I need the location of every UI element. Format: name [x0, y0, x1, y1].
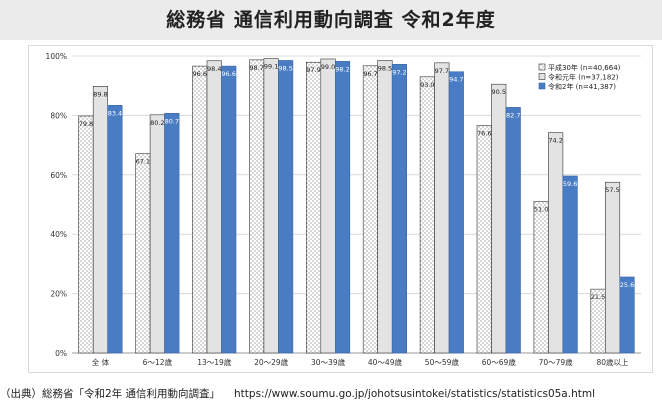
source-note: （出典）総務省「令和2年 通信利用動向調査」 https://www.soumu.…	[0, 386, 662, 401]
legend-swatch	[538, 63, 546, 71]
bar-value-label: 25.6	[620, 281, 634, 289]
bar	[107, 105, 123, 354]
bar-value-label: 79.8	[79, 120, 93, 128]
x-tick-label: 30～39歳	[311, 357, 346, 367]
bar	[206, 60, 222, 354]
x-tick-label: 6～12歳	[143, 357, 173, 367]
bar-value-label: 21.5	[591, 293, 605, 301]
bar-value-label: 98.2	[335, 65, 349, 73]
bar-value-label: 99.1	[264, 63, 278, 71]
bar-value-label: 83.4	[108, 109, 122, 117]
bar	[505, 107, 521, 354]
page-title: 総務省 通信利用動向調査 令和2年度	[166, 9, 496, 31]
bar-value-label: 59.6	[563, 180, 577, 188]
bar	[391, 64, 408, 354]
bar-value-label: 80.2	[150, 119, 164, 127]
bar-value-label: 57.5	[605, 186, 619, 194]
bar	[562, 175, 578, 354]
bar-value-label: 94.7	[449, 76, 463, 84]
bar-value-label: 82.7	[506, 111, 520, 119]
bar	[92, 85, 108, 354]
x-tick-label: 全 体	[92, 357, 110, 367]
x-tick-label: 50～59歳	[425, 357, 460, 367]
x-tick-label: 13～19歳	[197, 357, 232, 367]
x-tick-label: 40～49歳	[368, 357, 403, 367]
title-band	[0, 0, 662, 40]
bar-value-label: 76.6	[477, 129, 491, 137]
bar-value-label: 98.5	[278, 64, 292, 72]
x-tick-label: 60～69歳	[482, 357, 517, 367]
bars: 79.8 89.8 83.4 67.1 80.2 80.7 96.698.496.6 98.7…	[78, 58, 635, 354]
bar	[362, 65, 379, 354]
bar-value-label: 80.7	[165, 117, 179, 125]
x-tick-label: 80歳以上	[597, 357, 630, 367]
y-tick-label: 60%	[50, 171, 67, 180]
legend-label: 平成30年 (n=40,664)	[548, 63, 621, 72]
bar-value-label: 96.6	[222, 70, 236, 78]
bar	[619, 276, 635, 354]
bar	[249, 59, 265, 354]
bar	[263, 58, 279, 354]
bar	[78, 115, 94, 354]
bar-value-label: 99.0	[321, 63, 335, 71]
bar	[278, 60, 294, 354]
legend-label: 令和2年 (n=41,387)	[548, 82, 616, 91]
source-url[interactable]: https://www.soumu.go.jp/johotsusintokei/…	[234, 388, 595, 400]
bar	[164, 113, 180, 354]
legend: 平成30年 (n=40,664)令和元年 (n=37,182)令和2年 (n=4…	[538, 63, 621, 91]
bar-value-label: 98.7	[249, 64, 263, 72]
bar-value-label: 93.0	[420, 81, 434, 89]
bar	[320, 58, 336, 354]
bar	[604, 181, 621, 354]
y-tick-label: 80%	[50, 111, 67, 120]
bar	[548, 132, 564, 354]
bar-value-label: 67.1	[136, 158, 150, 166]
x-tick-label: 20～29歳	[254, 357, 289, 367]
legend-label: 令和元年 (n=37,182)	[548, 73, 619, 82]
bar	[334, 61, 351, 354]
bar-value-label: 96.7	[363, 70, 377, 78]
legend-swatch	[538, 73, 546, 80]
y-tick-label: 40%	[50, 230, 67, 239]
bar	[434, 62, 450, 354]
bar-value-label: 51.0	[534, 206, 548, 214]
y-tick-label: 20%	[50, 290, 67, 299]
bar-value-label: 98.4	[207, 65, 221, 73]
bar	[533, 201, 549, 354]
x-axis-ticks: 全 体 6～12歳 13～19歳 20～29歳 30～39歳 40～49歳 50～59歳 60…	[92, 357, 629, 367]
bar-value-label: 97.7	[435, 67, 449, 75]
bar-value-label: 97.2	[392, 68, 406, 76]
legend-swatch	[538, 82, 546, 90]
y-axis-ticks: 0% 20% 40% 60% 80% 100%	[46, 52, 67, 358]
bar	[448, 71, 464, 354]
bar	[192, 65, 208, 354]
bar-value-label: 97.9	[306, 66, 320, 74]
bar	[305, 61, 322, 354]
x-tick-label: 70～79歳	[539, 357, 574, 367]
source-label: （出典）総務省「令和2年 通信利用動向調査」	[0, 388, 221, 400]
bar	[419, 76, 435, 354]
bar-value-label: 89.8	[93, 90, 107, 98]
bar-value-label: 74.2	[548, 137, 562, 145]
y-tick-label: 0%	[55, 349, 67, 358]
y-tick-label: 100%	[46, 52, 67, 61]
bar-value-label: 90.5	[492, 88, 506, 96]
bar	[149, 114, 165, 354]
bar	[491, 83, 507, 354]
bar-value-label: 98.5	[378, 64, 392, 72]
bar	[476, 125, 492, 354]
bar	[221, 65, 237, 354]
bar	[135, 153, 151, 354]
bar	[377, 60, 393, 354]
bar-value-label: 96.6	[193, 70, 207, 78]
